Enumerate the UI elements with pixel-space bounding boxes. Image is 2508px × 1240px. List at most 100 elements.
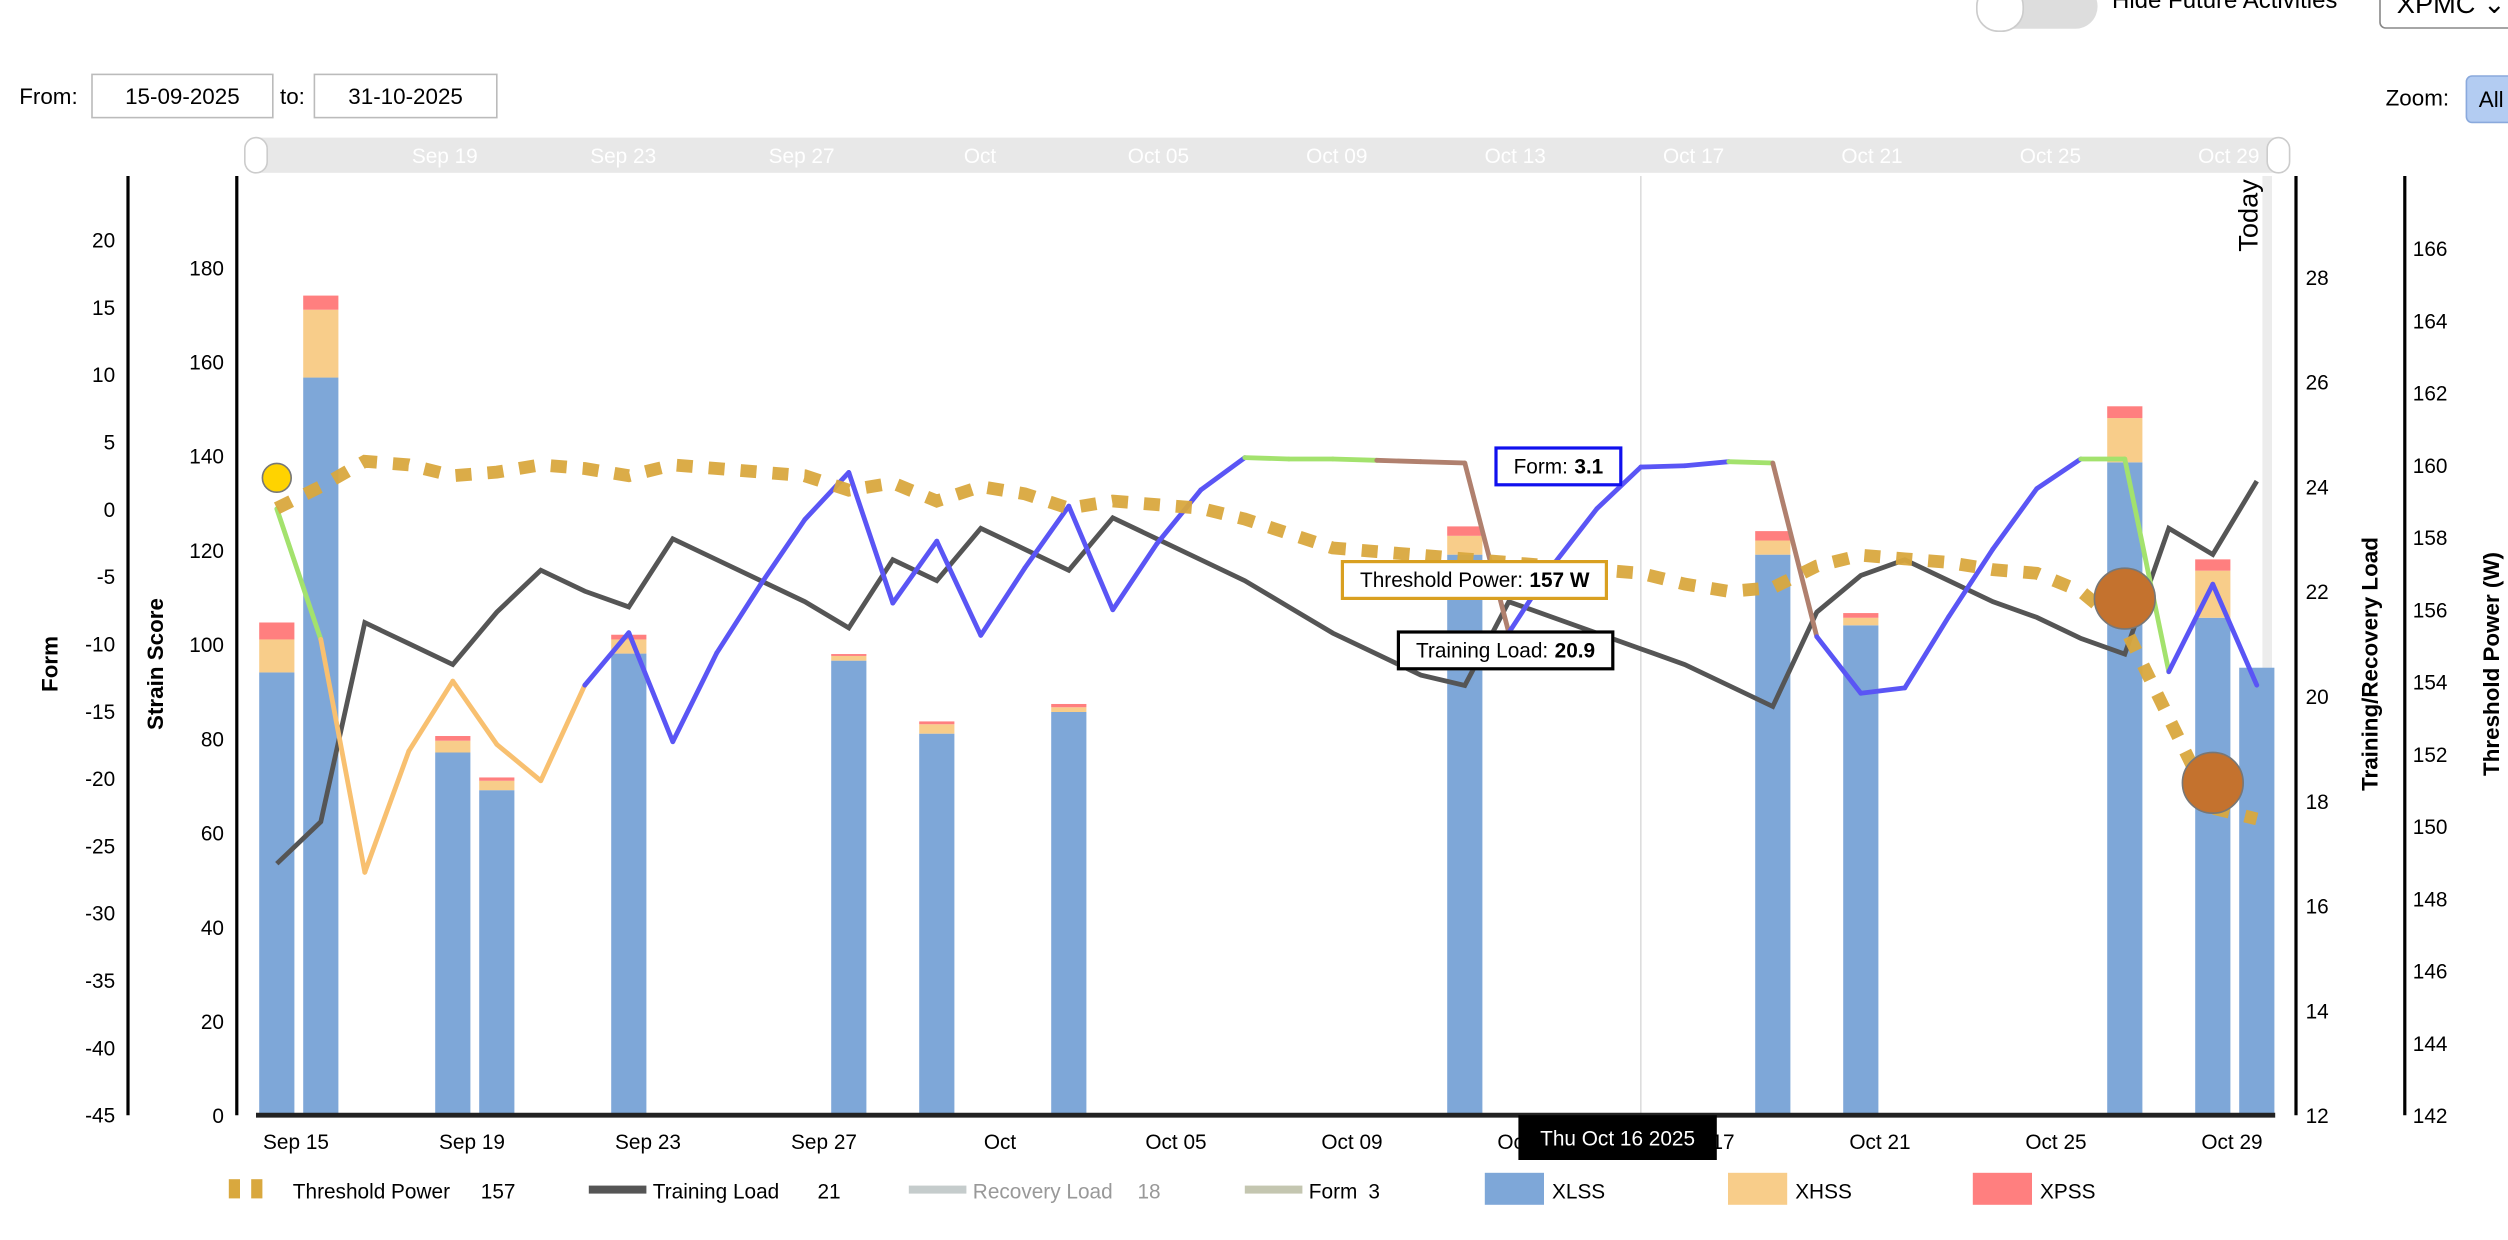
x-tick-label: Oct 29 bbox=[2201, 1131, 2262, 1154]
legend-label[interactable]: XLSS bbox=[1552, 1180, 1605, 1203]
form-line-segment bbox=[494, 742, 544, 784]
metric-select[interactable]: XPMC ⌄ bbox=[2379, 0, 2508, 29]
strain-tick-label: 80 bbox=[201, 728, 224, 751]
xhss-bar bbox=[259, 639, 295, 673]
threshold-power-line bbox=[273, 454, 2259, 826]
legend-label[interactable]: Training Load bbox=[653, 1180, 779, 1203]
form-line-segment bbox=[1858, 685, 1908, 696]
legend-training_load-icon bbox=[588, 1185, 647, 1194]
load-tick-label: 18 bbox=[2306, 791, 2329, 814]
form-line-segment bbox=[2034, 456, 2084, 492]
form-line-segment bbox=[978, 565, 1028, 638]
form-tick-label: -25 bbox=[85, 835, 115, 858]
event-marker[interactable] bbox=[2093, 567, 2157, 630]
form-tick-label: -45 bbox=[85, 1105, 115, 1128]
from-date-input[interactable]: 15-09-2025 bbox=[91, 73, 274, 119]
load-axis-title: Training/Recovery Load bbox=[2358, 537, 2383, 791]
power-tick-label: 148 bbox=[2413, 888, 2448, 911]
legend-label[interactable]: Recovery Load bbox=[973, 1180, 1113, 1203]
form-tick-label: -30 bbox=[85, 903, 115, 926]
form-line-segment bbox=[846, 470, 896, 606]
to-label: to: bbox=[280, 83, 305, 109]
xlss-bar bbox=[611, 653, 647, 1116]
xpss-bar bbox=[435, 736, 471, 741]
form-tick-label: -40 bbox=[85, 1037, 115, 1060]
xpss-bar bbox=[479, 777, 515, 781]
form-line-segment bbox=[934, 538, 984, 638]
xlss-bar bbox=[1051, 711, 1087, 1116]
from-label: From: bbox=[19, 83, 78, 109]
form-tick-label: 5 bbox=[104, 431, 116, 454]
legend-label[interactable]: Form bbox=[1309, 1180, 1358, 1203]
form-line-segment bbox=[1374, 457, 1424, 465]
xlss-bar bbox=[259, 672, 295, 1116]
hide-future-toggle[interactable] bbox=[1976, 0, 2098, 32]
strain-tick-label: 40 bbox=[201, 917, 224, 940]
xpss-bar bbox=[1447, 526, 1483, 536]
zoom-label: Zoom: bbox=[2385, 84, 2450, 111]
xpss-bar bbox=[2107, 406, 2143, 419]
navigator-label: Sep 27 bbox=[769, 145, 835, 168]
form-line-segment bbox=[714, 581, 764, 656]
xpss-bar bbox=[2195, 559, 2231, 571]
power-tick-label: 158 bbox=[2413, 527, 2448, 550]
load-tick-label: 26 bbox=[2306, 372, 2329, 395]
form-tick-label: 10 bbox=[92, 364, 115, 387]
xlss-bar bbox=[831, 660, 867, 1116]
xhss-bar bbox=[2107, 418, 2143, 463]
x-tick-label: Sep 23 bbox=[615, 1131, 681, 1154]
event-marker[interactable] bbox=[261, 462, 293, 494]
xpss-bar bbox=[1051, 703, 1087, 708]
xhss-bar bbox=[1051, 707, 1087, 712]
xlss-bar bbox=[919, 733, 955, 1116]
tooltip-form-value: 3.1 bbox=[1574, 454, 1604, 479]
training-load-line bbox=[275, 479, 2259, 866]
form-line-segment bbox=[1814, 634, 1864, 696]
power-tick-label: 152 bbox=[2413, 744, 2448, 767]
today-label: Today bbox=[2233, 179, 2264, 252]
load-tick-label: 20 bbox=[2306, 686, 2329, 709]
power-tick-label: 142 bbox=[2413, 1105, 2448, 1128]
event-marker[interactable] bbox=[2181, 751, 2245, 815]
form-tick-label: 15 bbox=[92, 297, 115, 320]
navigator-label: Sep 23 bbox=[590, 145, 656, 168]
tooltip-tp-label: Threshold Power: bbox=[1360, 568, 1524, 592]
legend-label[interactable]: XHSS bbox=[1795, 1180, 1852, 1203]
navigator-label: Oct 17 bbox=[1663, 145, 1724, 168]
power-tick-label: 166 bbox=[2413, 238, 2448, 261]
chevron-down-icon: ⌄ bbox=[2482, 0, 2506, 20]
xhss-bar bbox=[435, 740, 471, 753]
strain-tick-label: 20 bbox=[201, 1011, 224, 1034]
strain-tick-label: 180 bbox=[189, 257, 224, 280]
zoom-all-button[interactable]: All bbox=[2465, 75, 2508, 124]
power-tick-label: 164 bbox=[2413, 310, 2448, 333]
legend-value: 18 bbox=[1137, 1180, 1160, 1203]
legend-label[interactable]: XPSS bbox=[2040, 1180, 2096, 1203]
legend-threshold-power-icon bbox=[251, 1179, 263, 1199]
legend-label[interactable]: Threshold Power bbox=[293, 1180, 450, 1203]
metric-select-value: XPMC bbox=[2396, 0, 2476, 20]
tooltip-training-load: Training Load: 20.9 bbox=[1396, 630, 1615, 671]
form-line-segment bbox=[626, 630, 676, 745]
x-tick-label: Oct 05 bbox=[1145, 1131, 1206, 1154]
x-tick-label: Sep 15 bbox=[263, 1131, 329, 1154]
legend-value: 157 bbox=[481, 1180, 516, 1203]
xlss-bar bbox=[479, 790, 515, 1116]
navigator-handle-left[interactable] bbox=[244, 136, 269, 174]
to-date-input[interactable]: 31-10-2025 bbox=[313, 73, 498, 119]
legend-recovery_load-icon bbox=[908, 1185, 967, 1194]
legend-xpss-icon bbox=[1972, 1172, 2032, 1205]
form-line-segment bbox=[1154, 487, 1204, 547]
load-tick-label: 14 bbox=[2306, 1000, 2329, 1023]
today-band bbox=[2262, 176, 2272, 1116]
form-line-segment bbox=[1726, 459, 1776, 466]
legend-threshold-power-icon bbox=[228, 1179, 240, 1199]
strain-tick-label: 160 bbox=[189, 352, 224, 375]
xhss-bar bbox=[1447, 535, 1483, 555]
navigator-handle-right[interactable] bbox=[2266, 136, 2291, 174]
form-line-segment bbox=[582, 630, 632, 688]
form-line-segment bbox=[1550, 506, 1600, 568]
form-line-segment bbox=[1022, 503, 1072, 571]
xhss-bar bbox=[831, 655, 867, 661]
